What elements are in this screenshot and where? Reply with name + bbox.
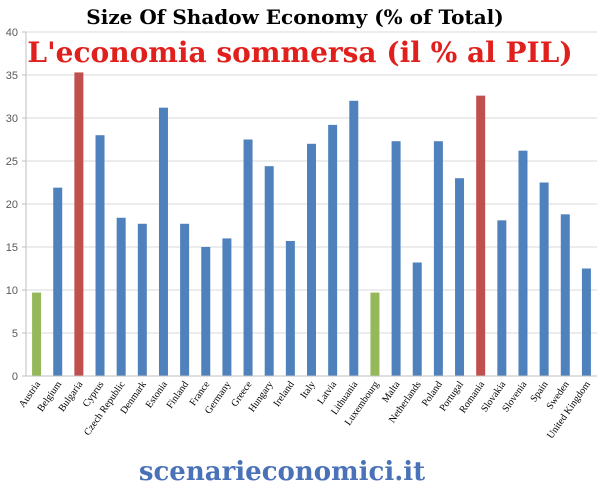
y-axis-ticks: 0 5 10 15 20 25 30 35 40 bbox=[6, 27, 26, 383]
bar-poland bbox=[433, 141, 443, 376]
x-tick-label: Finland bbox=[165, 379, 192, 410]
x-tick-label: Italy bbox=[298, 379, 318, 400]
bar-malta bbox=[391, 141, 401, 376]
bar-latvia bbox=[328, 124, 338, 376]
bar-italy bbox=[307, 143, 316, 376]
bar-portugal bbox=[455, 178, 465, 376]
bar-czech-republic bbox=[116, 217, 126, 376]
watermark: scenarieconomici.it bbox=[139, 457, 425, 487]
y-tick-label: 0 bbox=[12, 371, 18, 383]
bar-slovenia bbox=[518, 150, 528, 376]
bar-bulgaria bbox=[74, 72, 84, 377]
y-tick-label: 5 bbox=[12, 328, 18, 340]
bar-belgium bbox=[53, 187, 63, 376]
x-tick-label: Ireland bbox=[272, 379, 297, 409]
bar-netherlands bbox=[412, 262, 422, 376]
bar-slovakia bbox=[497, 220, 507, 376]
bar-hungary bbox=[264, 166, 274, 376]
y-tick-label: 40 bbox=[6, 27, 18, 39]
bar-greece bbox=[243, 139, 253, 376]
bar-france bbox=[201, 247, 211, 376]
bar-estonia bbox=[158, 107, 168, 377]
y-tick-label: 35 bbox=[6, 70, 18, 82]
chart-title: Size Of Shadow Economy (% of Total) bbox=[86, 5, 503, 29]
y-tick-label: 15 bbox=[6, 242, 18, 254]
bar-romania bbox=[476, 95, 486, 376]
bar-sweden bbox=[560, 214, 570, 376]
bar-finland bbox=[180, 223, 190, 376]
bar-united-kingdom bbox=[581, 268, 591, 376]
y-tick-label: 20 bbox=[6, 199, 18, 211]
bar-spain bbox=[539, 182, 549, 376]
chart-subtitle: L'economia sommersa (il % al PIL) bbox=[27, 36, 572, 69]
y-tick-label: 25 bbox=[6, 156, 18, 168]
bar-germany bbox=[222, 238, 232, 376]
bar-luxembourg bbox=[370, 292, 380, 376]
bar-cyprus bbox=[95, 135, 105, 376]
bar-ireland bbox=[285, 240, 295, 376]
y-tick-label: 30 bbox=[6, 113, 18, 125]
bar-lithuania bbox=[349, 100, 359, 377]
bars bbox=[32, 72, 591, 377]
y-tick-label: 10 bbox=[6, 285, 18, 297]
bar-denmark bbox=[137, 223, 147, 376]
bar-austria bbox=[32, 292, 42, 376]
